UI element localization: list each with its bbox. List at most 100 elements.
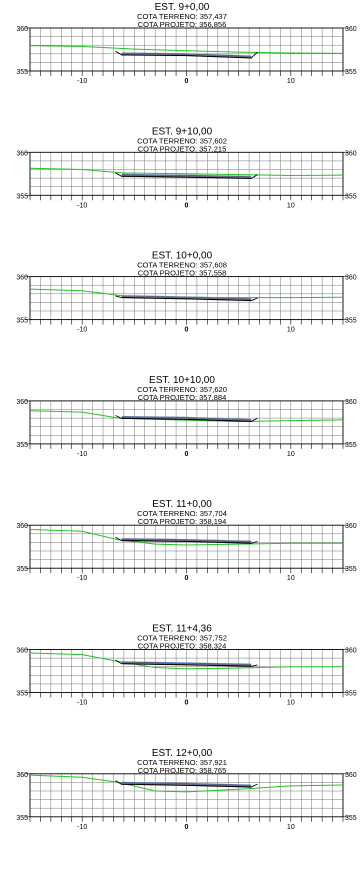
station-title: EST. 10+0,00	[152, 251, 213, 262]
y-tick-label-360-right: 360	[345, 523, 357, 530]
station-title: EST. 10+10,00	[149, 375, 215, 386]
pavement-layer-line	[121, 175, 252, 178]
x-ticks	[29, 568, 344, 574]
x-tick-label: 0	[185, 327, 189, 334]
y-tick-label-360-left: 360	[16, 275, 28, 282]
terrain-elevation-label: COTA TERRENO: 357,620	[137, 385, 227, 394]
terrain-elevation-label: COTA TERRENO: 357,437	[137, 12, 227, 21]
x-tick-label: 0	[185, 78, 189, 85]
road-template-line	[115, 780, 258, 788]
road-template-line	[115, 50, 258, 59]
x-tick-label: -10	[77, 451, 87, 458]
design-elevation-label: COTA PROJETO: 357,215	[138, 144, 227, 153]
y-tick-label-360-right: 360	[345, 772, 357, 779]
y-tick-label-355-right: 355	[345, 442, 357, 449]
y-tick-label-355-right: 355	[345, 193, 357, 200]
y-tick-label-355-left: 355	[16, 193, 28, 200]
y-tick-label-360-right: 360	[345, 275, 357, 282]
pavement-layer-line	[121, 661, 252, 665]
pavement-layer-line	[121, 173, 252, 177]
x-tick-label: 10	[287, 327, 295, 334]
x-ticks	[29, 71, 344, 76]
x-tick-label: 10	[287, 824, 295, 831]
y-tick-label-355-right: 355	[345, 815, 357, 822]
y-tick-label-355-right: 355	[345, 69, 357, 76]
design-elevation-label: COTA PROJETO: 357,884	[138, 393, 227, 402]
pavement-layer-line	[121, 295, 252, 299]
x-tick-label: 0	[185, 202, 189, 209]
x-tick-label: 10	[287, 700, 295, 707]
x-ticks	[29, 319, 344, 325]
grid	[30, 525, 343, 569]
y-tick-label-360-right: 360	[345, 150, 357, 157]
y-tick-label-355-right: 355	[345, 691, 357, 698]
station-title: EST. 11+0,00	[152, 499, 212, 510]
design-elevation-label: COTA PROJETO: 356,856	[138, 20, 227, 29]
terrain-profile-line	[29, 774, 344, 793]
pavement-layer-line	[121, 538, 252, 542]
x-tick-label: 10	[287, 78, 295, 85]
terrain-elevation-label: COTA TERRENO: 357,602	[137, 136, 227, 145]
terrain-elevation-label: COTA TERRENO: 357,752	[137, 634, 227, 643]
x-tick-label: 0	[185, 451, 189, 458]
pavement-layer-line	[121, 52, 252, 57]
pavement-layer-line	[121, 783, 252, 787]
station-title: EST. 12+0,00	[152, 748, 213, 759]
station-title: EST. 11+4,36	[152, 624, 212, 635]
terrain-elevation-label: COTA TERRENO: 357,921	[137, 758, 227, 767]
road-template-line	[115, 295, 258, 302]
station-title: EST. 9+10,00	[152, 126, 213, 137]
y-tick-label-355-left: 355	[16, 442, 28, 449]
y-tick-label-355-left: 355	[16, 566, 28, 573]
y-tick-label-360-right: 360	[345, 26, 357, 33]
x-tick-label: -10	[77, 575, 87, 582]
x-ticks	[29, 443, 344, 449]
x-tick-label: 0	[185, 575, 189, 582]
pavement-layer-line	[121, 539, 252, 543]
y-tick-label-360-left: 360	[16, 399, 28, 406]
pavement-layer-line	[121, 417, 252, 421]
x-tick-label: 10	[287, 575, 295, 582]
grid	[30, 276, 343, 320]
station-title: EST. 9+0,00	[155, 2, 210, 13]
y-tick-label-355-left: 355	[16, 815, 28, 822]
x-ticks	[29, 195, 344, 201]
terrain-elevation-label: COTA TERRENO: 357,704	[137, 509, 227, 518]
design-elevation-label: COTA PROJETO: 358,324	[138, 642, 227, 651]
road-template-line	[115, 172, 258, 179]
x-tick-label: 0	[185, 824, 189, 831]
y-tick-label-355-left: 355	[16, 69, 28, 76]
x-tick-label: -10	[77, 700, 87, 707]
terrain-profile-line	[29, 45, 344, 54]
grid	[30, 28, 343, 71]
grid	[30, 773, 343, 817]
y-tick-label-360-left: 360	[16, 772, 28, 779]
x-tick-label: 10	[287, 451, 295, 458]
terrain-elevation-label: COTA TERRENO: 357,608	[137, 261, 227, 270]
terrain-profile-line	[29, 529, 343, 546]
x-tick-label: -10	[77, 824, 87, 831]
y-tick-label-355-right: 355	[345, 566, 357, 573]
grid	[30, 152, 343, 196]
y-tick-label-360-right: 360	[345, 648, 357, 655]
design-elevation-label: COTA PROJETO: 357,558	[138, 269, 227, 278]
y-tick-label-360-left: 360	[16, 150, 28, 157]
design-elevation-label: COTA PROJETO: 358,765	[138, 766, 227, 775]
design-elevation-label: COTA PROJETO: 358,194	[138, 517, 227, 526]
road-template-line	[115, 415, 258, 422]
x-tick-label: -10	[77, 78, 87, 85]
x-tick-label: -10	[77, 202, 87, 209]
terrain-profile-line	[29, 167, 344, 177]
grid	[30, 649, 343, 693]
x-tick-label: -10	[77, 327, 87, 334]
terrain-profile-line	[29, 410, 344, 423]
y-tick-label-355-left: 355	[16, 318, 28, 325]
y-tick-label-355-right: 355	[345, 318, 357, 325]
